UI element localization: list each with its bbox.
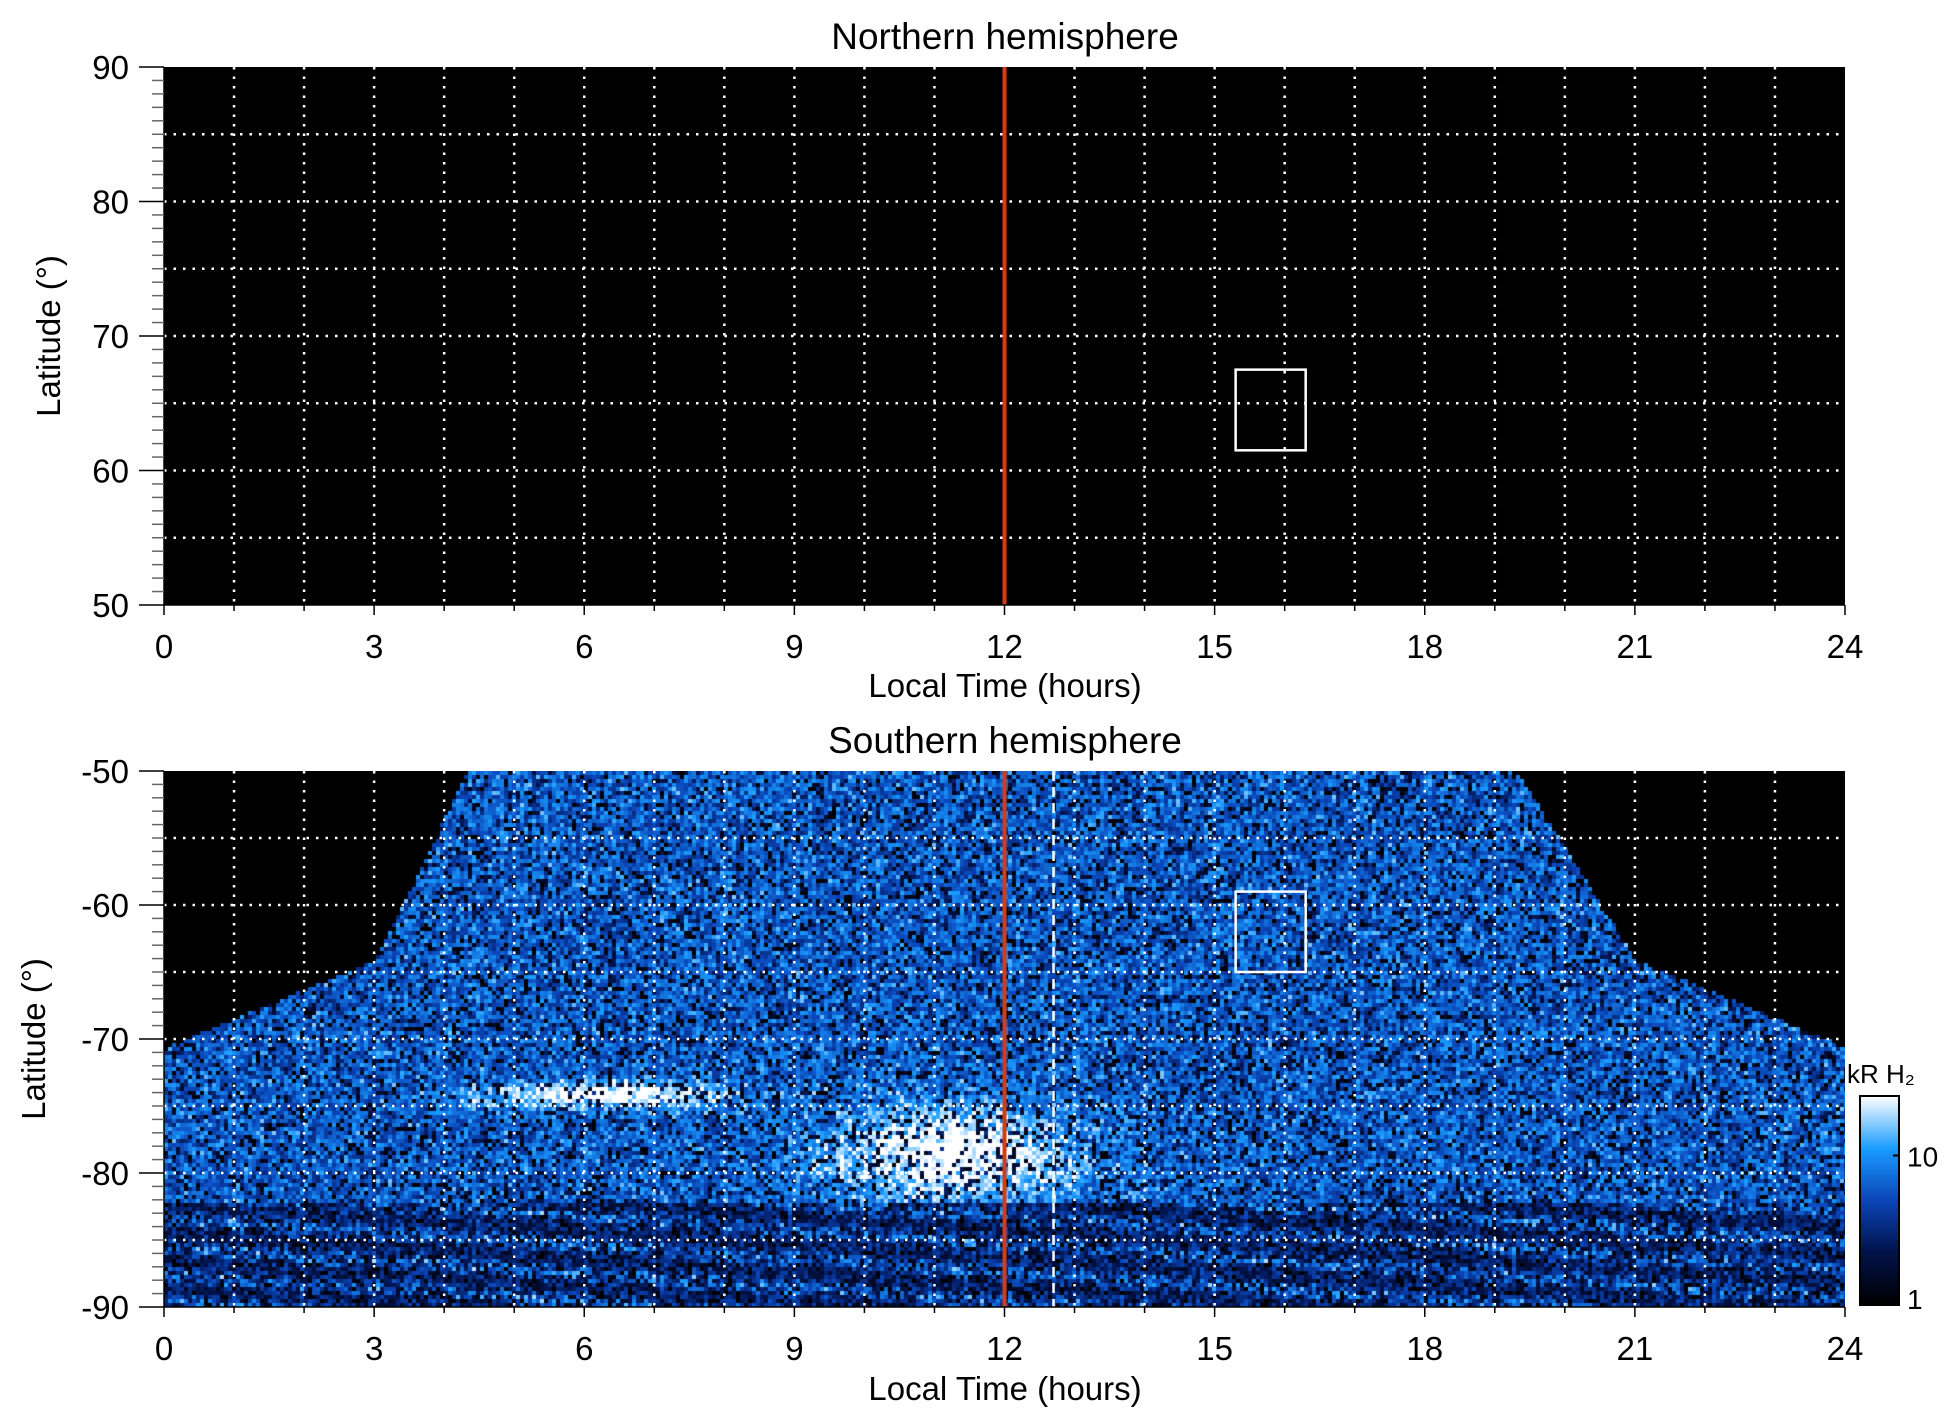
north-x-tick-label: 3 <box>365 628 383 665</box>
south-y-tick-label: -50 <box>81 753 129 790</box>
north-y-tick-label: 80 <box>92 184 129 221</box>
south-y-tick-label: -90 <box>81 1289 129 1326</box>
north-xlabel: Local Time (hours) <box>868 667 1141 704</box>
south-x-tick-label: 21 <box>1617 1330 1654 1367</box>
north-x-tick-label: 21 <box>1617 628 1654 665</box>
south-x-tick-label: 18 <box>1406 1330 1443 1367</box>
south-region-box <box>1234 890 1307 974</box>
north-y-tick-label: 50 <box>92 587 129 624</box>
south-x-tick-label: 0 <box>155 1330 173 1367</box>
south-x-tick-label: 6 <box>575 1330 593 1367</box>
south-y-tick-label: -60 <box>81 887 129 924</box>
north-ylabel: Latitude (°) <box>30 255 67 417</box>
north-x-tick-label: 24 <box>1827 628 1864 665</box>
north-y-tick-label: 90 <box>92 49 129 86</box>
south-x-tick-label: 9 <box>785 1330 803 1367</box>
north-y-tick-label: 70 <box>92 318 129 355</box>
colorbar-gradient <box>1860 1096 1899 1305</box>
south-x-tick-label: 24 <box>1827 1330 1864 1367</box>
south-x-tick-label: 15 <box>1196 1330 1233 1367</box>
south-title: Southern hemisphere <box>828 720 1182 761</box>
south-xlabel: Local Time (hours) <box>868 1370 1141 1407</box>
south-y-tick-label: -80 <box>81 1155 129 1192</box>
north-title: Northern hemisphere <box>831 16 1179 57</box>
north-x-tick-label: 0 <box>155 628 173 665</box>
colorbar-tick-label: 10 <box>1907 1141 1938 1172</box>
north-x-tick-label: 9 <box>785 628 803 665</box>
south-y-tick-label: -70 <box>81 1021 129 1058</box>
north-x-tick-label: 12 <box>986 628 1023 665</box>
south-ylabel: Latitude (°) <box>15 958 52 1120</box>
colorbar-tick-label: 1 <box>1907 1284 1923 1315</box>
colorbar-frame <box>1859 1095 1900 1306</box>
colorbar-label: kR H₂ <box>1847 1059 1915 1089</box>
north-x-tick-label: 6 <box>575 628 593 665</box>
north-y-tick-label: 60 <box>92 453 129 490</box>
south-x-tick-label: 3 <box>365 1330 383 1367</box>
north-region-box <box>1234 368 1307 452</box>
north-x-tick-label: 18 <box>1406 628 1443 665</box>
north-x-tick-label: 15 <box>1196 628 1233 665</box>
south-x-tick-label: 12 <box>986 1330 1023 1367</box>
